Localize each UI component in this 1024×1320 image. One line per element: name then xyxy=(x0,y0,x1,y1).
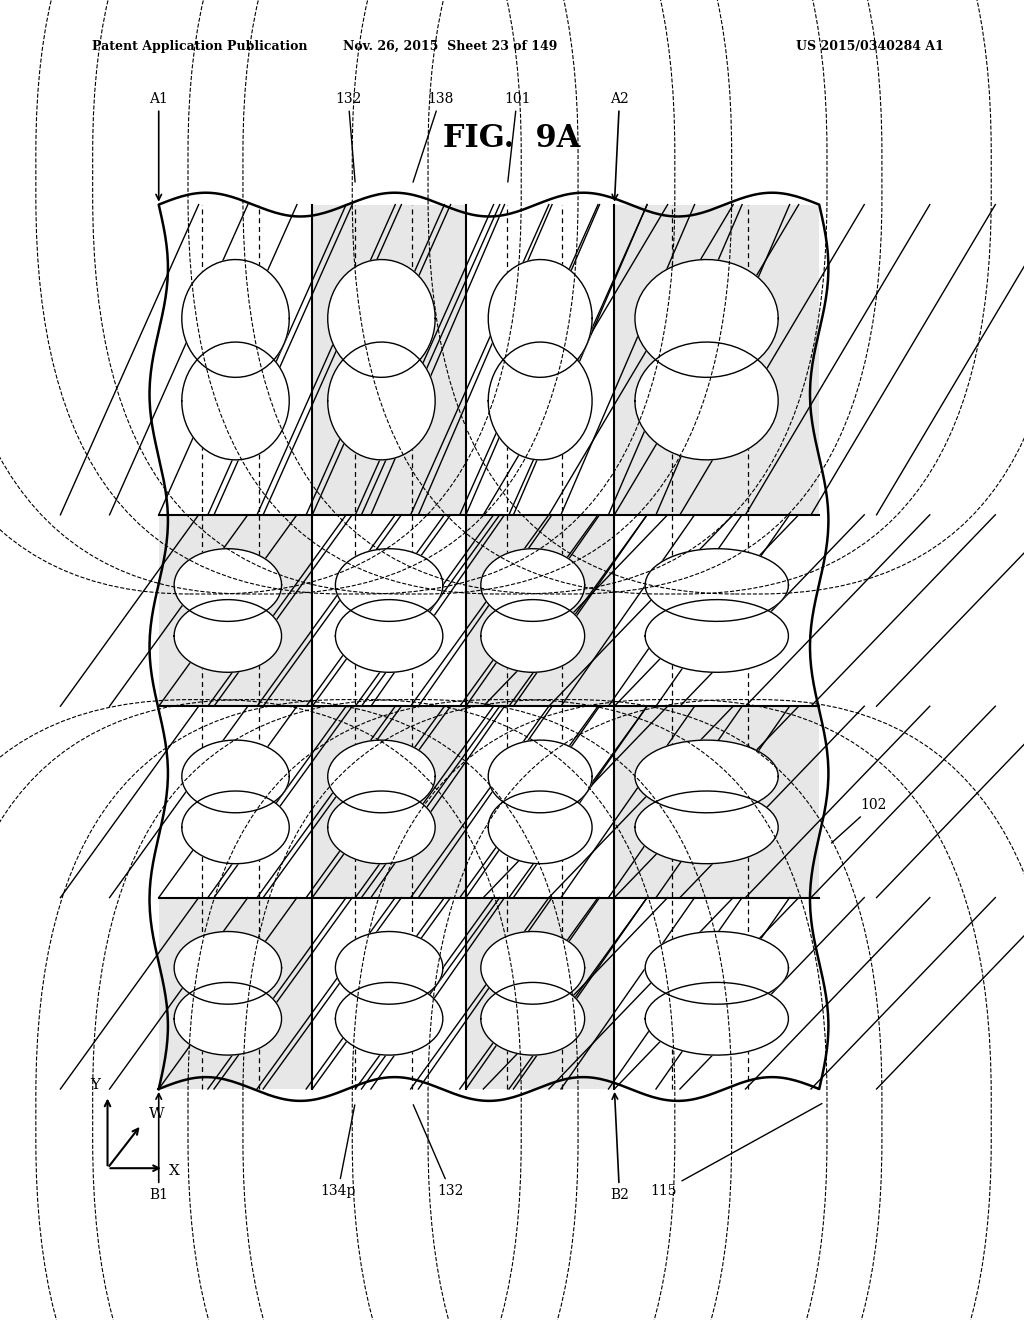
Polygon shape xyxy=(635,741,778,813)
Text: A1: A1 xyxy=(150,91,168,199)
Text: Nov. 26, 2015  Sheet 23 of 149: Nov. 26, 2015 Sheet 23 of 149 xyxy=(343,40,558,53)
Text: FIG.  9A: FIG. 9A xyxy=(443,123,581,154)
Polygon shape xyxy=(645,932,788,1005)
Polygon shape xyxy=(182,791,289,863)
Polygon shape xyxy=(174,599,282,672)
Text: Patent Application Publication: Patent Application Publication xyxy=(92,40,307,53)
Polygon shape xyxy=(645,982,788,1055)
Text: X: X xyxy=(169,1164,179,1177)
Polygon shape xyxy=(481,932,585,1005)
Text: 138: 138 xyxy=(413,91,454,182)
Polygon shape xyxy=(174,982,282,1055)
Text: 115: 115 xyxy=(650,1104,822,1199)
Bar xyxy=(466,898,614,1089)
Polygon shape xyxy=(481,982,585,1055)
Polygon shape xyxy=(481,549,585,622)
Bar xyxy=(614,205,819,515)
Polygon shape xyxy=(328,260,435,378)
Polygon shape xyxy=(635,342,778,459)
Text: B1: B1 xyxy=(150,1094,168,1203)
Polygon shape xyxy=(336,932,442,1005)
Polygon shape xyxy=(174,932,282,1005)
Text: 102: 102 xyxy=(831,799,887,843)
Text: Y: Y xyxy=(90,1078,100,1092)
Polygon shape xyxy=(328,791,435,863)
Polygon shape xyxy=(645,549,788,622)
Polygon shape xyxy=(635,791,778,863)
Polygon shape xyxy=(336,549,442,622)
Text: 101: 101 xyxy=(504,91,530,182)
Polygon shape xyxy=(488,342,592,459)
Polygon shape xyxy=(336,599,442,672)
Bar xyxy=(312,706,466,898)
Polygon shape xyxy=(488,260,592,378)
Text: 132: 132 xyxy=(335,91,361,182)
Polygon shape xyxy=(336,982,442,1055)
Bar xyxy=(466,515,614,706)
Polygon shape xyxy=(488,791,592,863)
Bar xyxy=(159,515,312,706)
Polygon shape xyxy=(645,599,788,672)
Polygon shape xyxy=(488,741,592,813)
Bar xyxy=(312,205,466,515)
Polygon shape xyxy=(182,741,289,813)
Text: W: W xyxy=(148,1107,165,1121)
Polygon shape xyxy=(182,260,289,378)
Text: 134p: 134p xyxy=(321,1105,355,1199)
Text: US 2015/0340284 A1: US 2015/0340284 A1 xyxy=(797,40,944,53)
Polygon shape xyxy=(481,599,585,672)
Polygon shape xyxy=(174,549,282,622)
Text: B2: B2 xyxy=(610,1094,629,1203)
Polygon shape xyxy=(328,342,435,459)
Polygon shape xyxy=(182,342,289,459)
Bar xyxy=(159,898,312,1089)
Polygon shape xyxy=(635,260,778,378)
Text: 132: 132 xyxy=(414,1105,464,1199)
Polygon shape xyxy=(328,741,435,813)
Bar xyxy=(614,706,819,898)
Text: A2: A2 xyxy=(610,91,629,199)
